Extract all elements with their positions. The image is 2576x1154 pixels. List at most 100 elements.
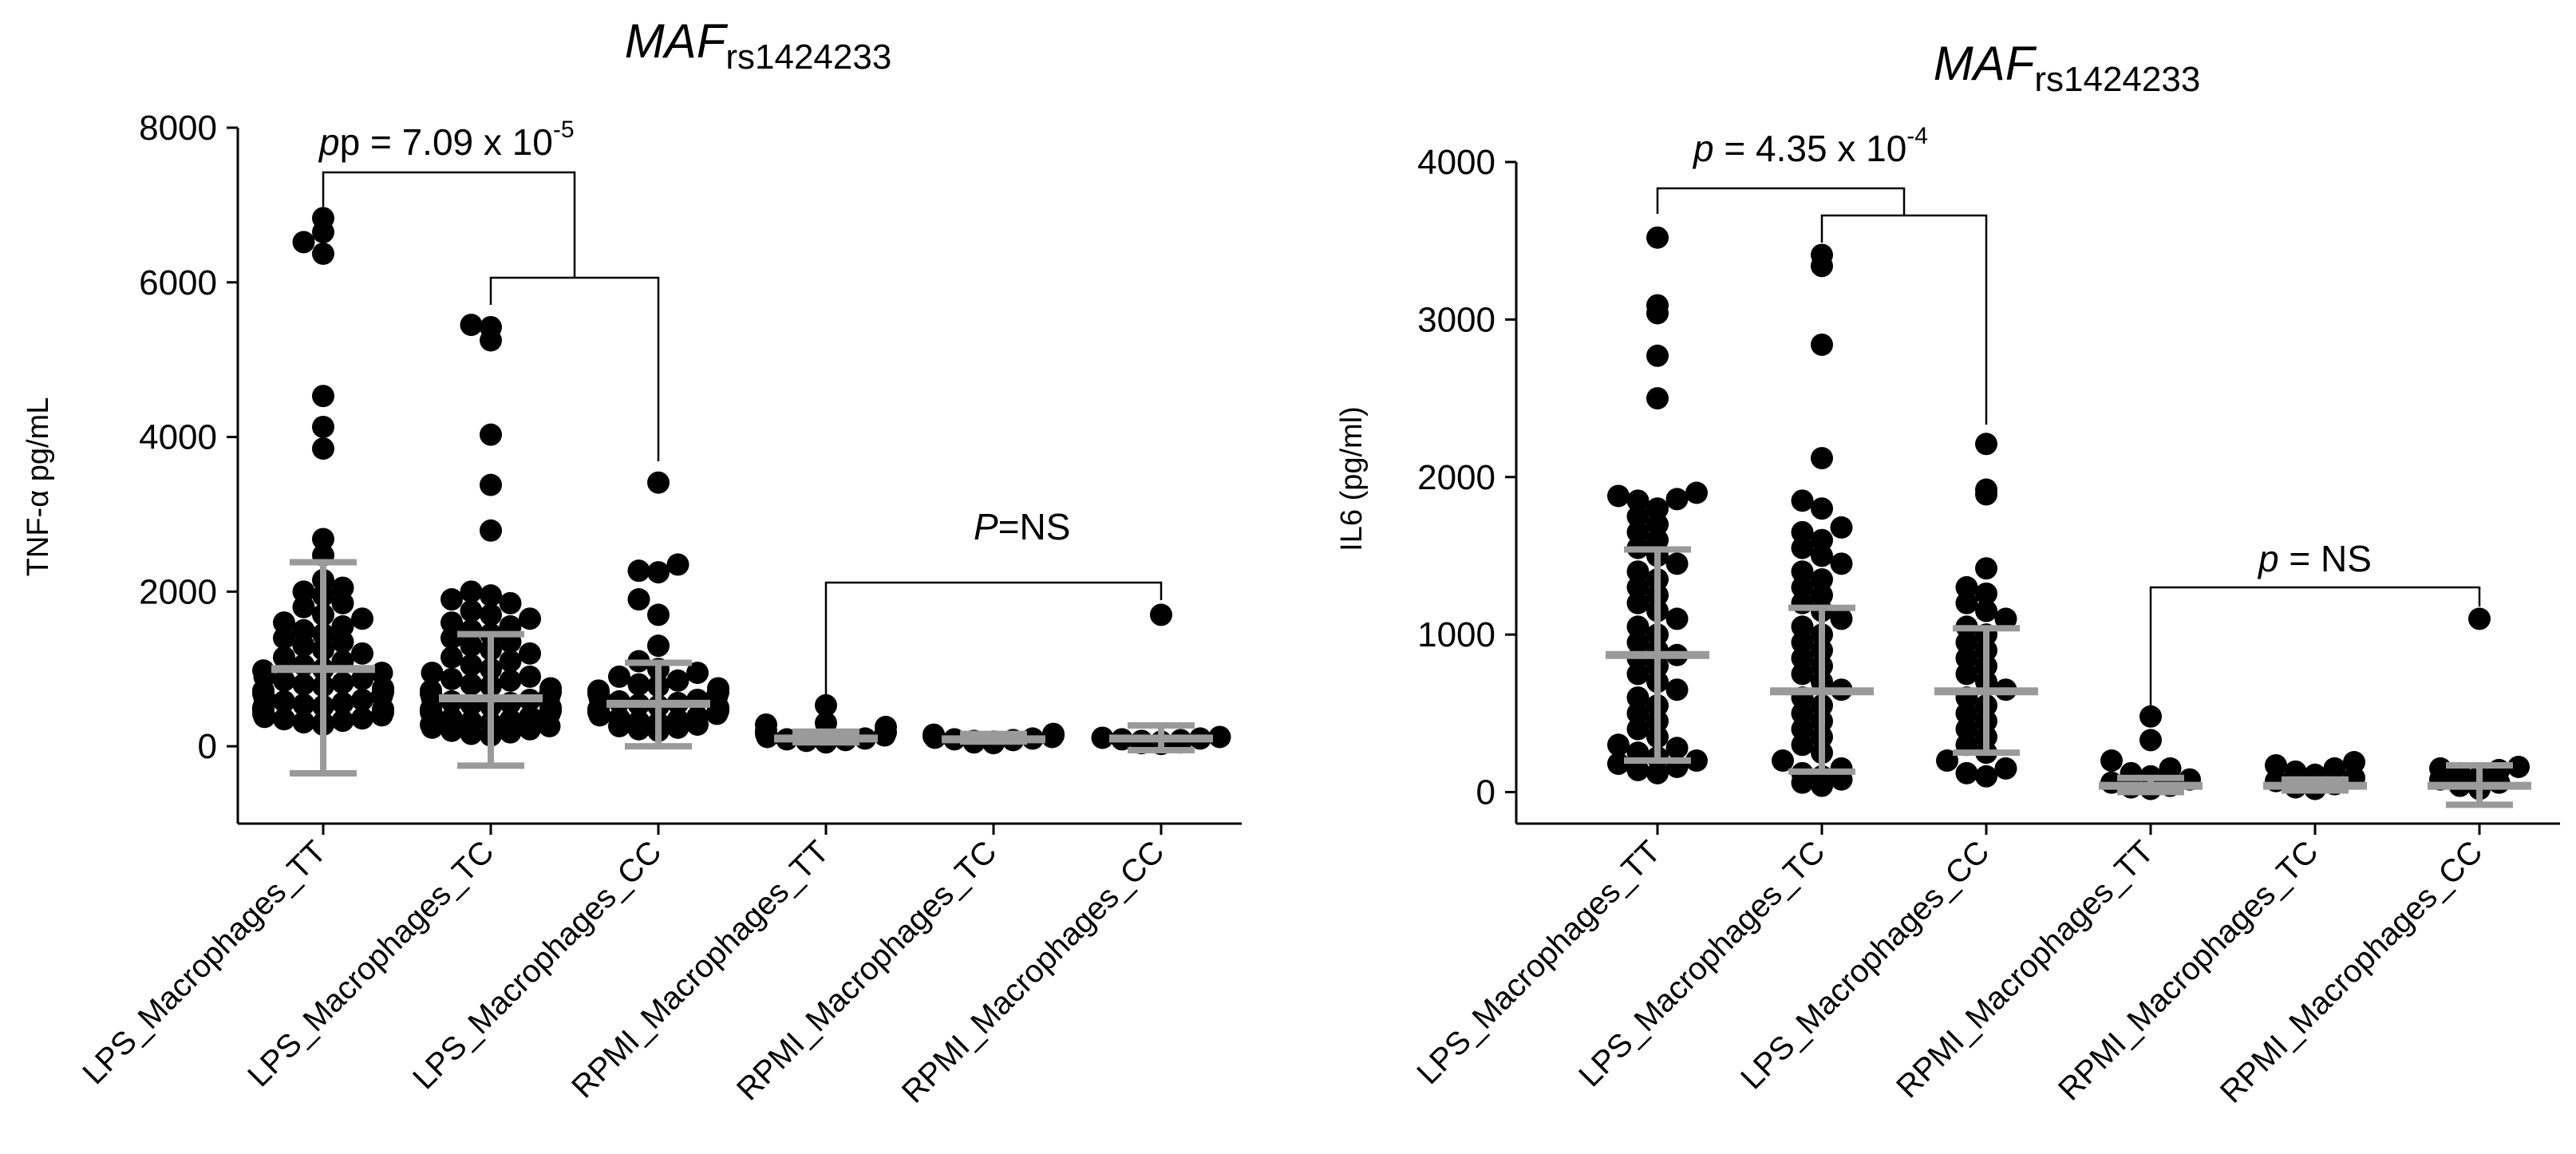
data-point [1626,615,1650,638]
data-point [292,673,315,696]
chart-il6: MAFrs1424233 IL6 (pg/ml) p = 4.35 x 10-4… [1335,37,2560,1110]
data-point [666,669,689,692]
chart-title: MAFrs1424233 [625,14,892,77]
data-point [1791,560,1814,583]
inner-bracket [1820,214,1988,425]
data-point [1955,575,1978,599]
data-point [370,662,393,685]
significance-brackets [1656,187,2481,718]
data-point [1626,701,1650,725]
data-point [331,591,354,615]
y-tick-label: 1000 [1417,615,1495,654]
bracket-labels: p = 4.35 x 10-4 p = NS [1692,123,2372,579]
data-point [1975,478,1997,501]
axes [227,126,1242,835]
data-point [1665,607,1689,630]
data-point [351,688,373,711]
data-point [292,595,315,618]
data-point [1830,516,1853,539]
data-point [1975,433,1997,456]
data-point [686,662,709,685]
data-point [1830,552,1853,575]
data-point [1791,520,1814,543]
data-point [441,646,463,669]
data-point [1811,447,1833,470]
data-point [460,599,483,622]
data-point [1665,678,1689,701]
data-point [666,553,689,576]
data-point [499,650,522,673]
data-point [1791,536,1814,559]
data-point [755,713,777,736]
data-point [1811,583,1833,607]
data-point [351,642,373,665]
data-point [460,673,483,696]
data-point [608,707,630,730]
chart-tnf-alpha: MAFrs1424233 TNF-α pg/mL pp = 7.09 x 10-… [22,14,1242,1110]
inner-bracket [489,276,660,461]
category-label: RPMI_Macrophages_TC [2052,834,2325,1107]
data-point [480,473,502,496]
data-point [1607,484,1630,508]
data-point [1665,488,1689,511]
data-point [1042,722,1065,745]
data-point [273,669,295,692]
data-point [312,528,334,551]
data-point [2507,755,2530,778]
data-point [1791,717,1814,741]
data-point [1646,761,1669,784]
category-labels: LPS_Macrophages_TTLPS_Macrophages_TCLPS_… [1410,834,2489,1110]
data-point [480,315,502,338]
data-point [627,710,650,733]
data-point [292,580,315,603]
data-point [1665,552,1689,575]
data-point [1646,528,1669,551]
data-point [1811,243,1833,267]
data-points [252,207,1231,756]
data-point [1955,646,1978,670]
data-point [1626,717,1650,741]
data-point [1791,631,1814,654]
data-point [441,611,463,634]
data-point [351,667,373,690]
data-point [292,711,315,734]
data-point [1811,333,1833,356]
data-point [1626,686,1650,709]
data-point [331,671,354,694]
data-point [1685,481,1708,504]
mean-sd-bars [1606,546,2531,808]
data-points [1607,226,2530,800]
data-point [2265,753,2287,777]
data-point [1646,387,1669,410]
p-value-label: p = 4.35 x 10-4 [1692,123,1928,169]
data-point [331,709,354,733]
p-value-label: pp = 7.09 x 10-5 [318,117,575,163]
data-point [460,710,483,733]
data-point [1811,568,1833,591]
data-point [351,607,373,630]
data-point [1665,737,1689,760]
data-point [1626,505,1650,528]
y-axis-label: IL6 (pg/ml) [1335,406,1369,551]
data-point [1811,528,1833,551]
data-point [292,231,315,254]
data-point [519,642,541,665]
data-point [312,242,334,265]
data-point [1626,520,1650,543]
data-point [2323,757,2346,780]
data-point [331,576,354,599]
data-point [480,603,502,626]
data-point [1791,615,1814,638]
data-point [1975,557,1997,580]
data-point [351,707,373,730]
data-point [1955,591,1978,615]
data-point [499,591,522,615]
data-point [331,691,354,714]
data-point [480,519,502,542]
category-label: RPMI_Macrophages_CC [2214,834,2490,1110]
data-point [1646,226,1669,249]
y-tick-label: 3000 [1417,300,1495,339]
data-point [1975,582,1997,605]
data-point [273,611,295,634]
